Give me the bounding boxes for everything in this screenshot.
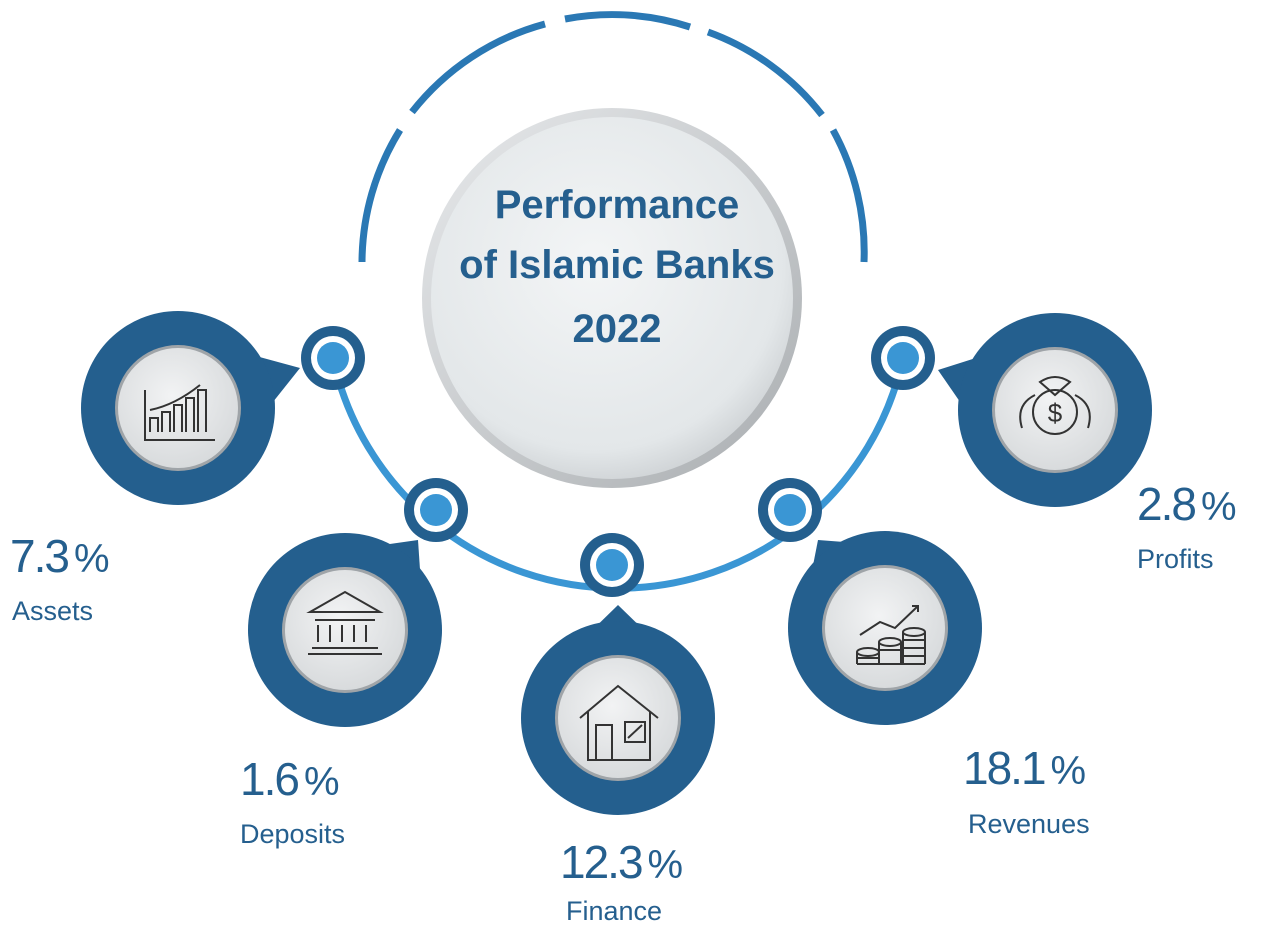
- item-value: 18.1%: [963, 742, 1086, 794]
- node-dot: [774, 494, 806, 526]
- item: 2.8 % Profits: [871, 313, 1237, 574]
- item-label: Profits: [1137, 544, 1214, 574]
- value-unit: %: [304, 760, 340, 804]
- value-number: 2.8: [1137, 478, 1195, 530]
- item: 7.3 % Assets: [10, 311, 365, 626]
- title-year: 2022: [573, 307, 662, 351]
- item-value: 1.6%: [240, 753, 340, 805]
- item-label: Deposits: [240, 819, 345, 849]
- item-label: Revenues: [968, 809, 1090, 839]
- value-unit: %: [74, 537, 110, 581]
- dollar-sign: $: [1048, 398, 1063, 428]
- icon-coins: [856, 605, 926, 665]
- bubble-face: [118, 348, 238, 468]
- item-value: 7.3%: [10, 530, 110, 582]
- item: 12.3 % Finance: [521, 533, 715, 926]
- item: 18.1 % Revenues: [758, 478, 1090, 839]
- item-label: Finance: [566, 896, 662, 926]
- bubble-face: [285, 570, 405, 690]
- icon-moneybag: $: [1019, 376, 1091, 435]
- node-dot: [887, 342, 919, 374]
- value-number: 18.1: [963, 742, 1045, 794]
- node-dot: [317, 342, 349, 374]
- value-unit: %: [1201, 485, 1237, 529]
- node-dot: [596, 549, 628, 581]
- value-unit: %: [648, 843, 684, 887]
- item-value: 12.3%: [560, 836, 683, 888]
- outer-arc: [358, 11, 868, 263]
- center-circle-face: [431, 117, 793, 479]
- icon-house: [579, 684, 659, 761]
- title-line: of Islamic Banks: [459, 243, 775, 287]
- bubble-face: [995, 350, 1115, 470]
- icon-bank: [306, 590, 384, 655]
- title-line: Performance: [495, 183, 740, 227]
- item-value: 2.8%: [1137, 478, 1237, 530]
- icon-chart: [144, 384, 215, 441]
- item-label: Assets: [12, 596, 93, 626]
- value-unit: %: [1051, 749, 1087, 793]
- value-number: 1.6: [240, 753, 298, 805]
- item: 1.6 % Deposits: [240, 478, 468, 849]
- value-number: 7.3: [10, 530, 68, 582]
- value-number: 12.3: [560, 836, 642, 888]
- bubble-face: [825, 568, 945, 688]
- node-dot: [420, 494, 452, 526]
